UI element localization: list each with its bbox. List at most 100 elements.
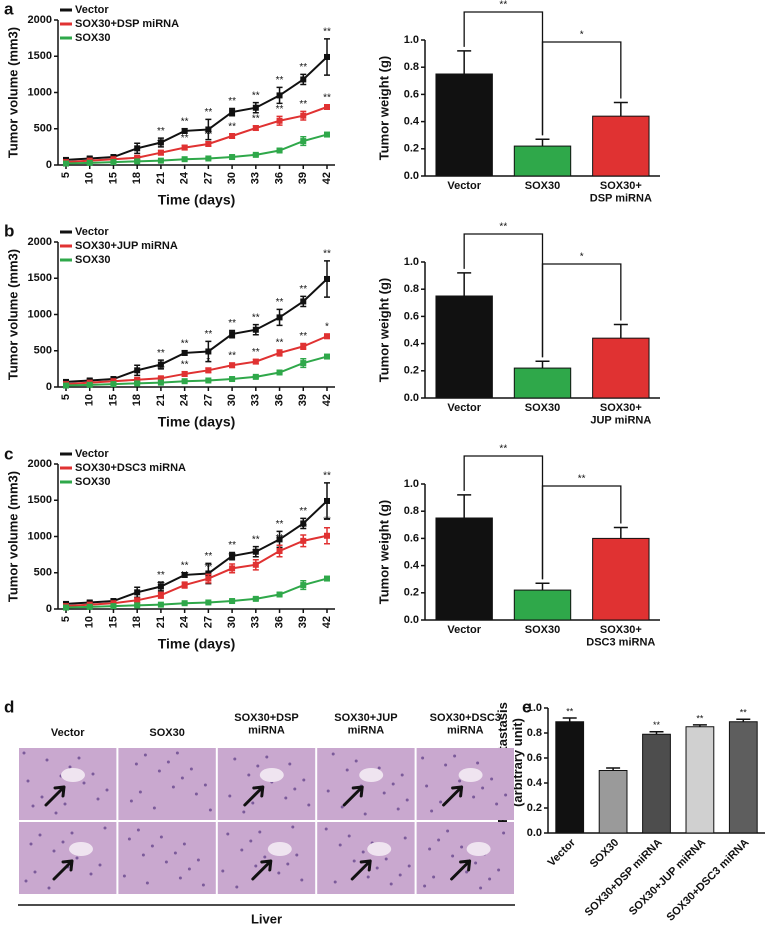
point [134,380,141,387]
point [300,298,307,305]
y-tick-label: 0 [46,159,52,171]
significance: ** [181,560,189,571]
x-tick-label: SOX30+JUP miRNA [590,402,651,427]
panel-label: c [4,444,13,463]
panel-label: e [522,697,531,716]
nucleus [143,753,147,757]
y-tick-label: 1500 [28,494,52,506]
x-tick-label: 24 [179,615,191,628]
nucleus [233,757,237,761]
nucleus [189,767,193,771]
y-tick-label: 1000 [28,86,52,98]
point [300,360,307,367]
nucleus [38,833,42,837]
nucleus [421,756,425,760]
nucleus [77,756,81,760]
significance: ** [204,107,212,118]
significance: ** [252,90,260,101]
point [324,131,330,138]
point [110,381,117,388]
significance: ** [157,364,165,375]
nucleus [63,802,67,806]
nucleus [366,875,370,879]
tissue [317,748,415,820]
nucleus [265,755,269,759]
nucleus [465,870,469,874]
arrow [342,785,364,807]
error-bar [457,494,472,518]
x-tick-label: 5 [60,394,72,400]
nucleus [437,838,441,842]
comparison-label: ** [499,222,507,233]
bar [685,726,715,834]
nucleus [171,785,175,789]
nucleus [495,802,499,806]
nucleus [400,773,404,777]
arrow [442,785,464,807]
column-header: SOX30+JUP miRNA [334,712,397,737]
nucleus [40,795,44,799]
point [229,331,236,338]
x-tick-label: 5 [60,172,72,178]
legend-label: Vector [75,4,109,16]
x-tick-label: Vector [447,402,481,414]
y-tick-label: 0.6 [527,752,542,764]
significance: ** [299,506,307,517]
x-tick-label: 33 [250,394,262,406]
nucleus [363,812,367,816]
column-header: Vector [51,727,85,739]
nucleus [201,883,205,887]
point [205,377,212,384]
nucleus [187,867,191,871]
point [181,127,188,134]
histology-image [217,748,316,820]
histology-image [19,822,117,894]
point [324,53,330,60]
series-line [65,577,328,609]
nucleus [178,876,182,880]
significance: ** [299,284,307,295]
x-tick-label: 27 [202,394,214,406]
error-bar [613,526,628,539]
point [229,154,236,161]
x-tick-label: 36 [273,394,285,406]
point [252,326,259,333]
arrow [251,859,273,881]
arrow [243,785,265,807]
nucleus [324,827,328,831]
x-tick-label: 15 [107,394,119,406]
significance: ** [740,708,748,718]
x-tick-label: SOX30+DSC3 miRNA [586,624,655,649]
significance: ** [228,540,236,551]
error-bar [535,360,550,369]
point [276,349,283,356]
point [276,369,283,376]
nucleus [382,791,386,795]
x-tick-label: 10 [84,172,96,184]
series-line [65,56,328,161]
x-tick-label: 42 [321,394,333,406]
x-tick-label: 24 [179,393,191,406]
x-tick-label: 39 [297,394,309,406]
panel-label: a [4,0,14,18]
bar [592,337,650,399]
y-tick-label: 0 [46,381,52,393]
nucleus [242,810,246,814]
significance: ** [181,359,189,370]
significance: ** [181,570,189,581]
nucleus [136,828,140,832]
point [134,376,141,383]
x-tick-label: 15 [107,616,119,628]
nucleus [129,799,133,803]
y-axis-label: Tumor weight (g) [376,278,391,382]
legend-label: Vector [75,448,109,460]
nucleus [396,807,400,811]
y-tick-label: 1000 [28,308,52,320]
nucleus [98,863,102,867]
nucleus [70,831,74,835]
y-tick-label: 1.0 [404,256,419,268]
y-tick-label: 0.4 [404,560,420,572]
y-tick-label: 2000 [28,14,52,26]
nucleus [340,805,344,809]
